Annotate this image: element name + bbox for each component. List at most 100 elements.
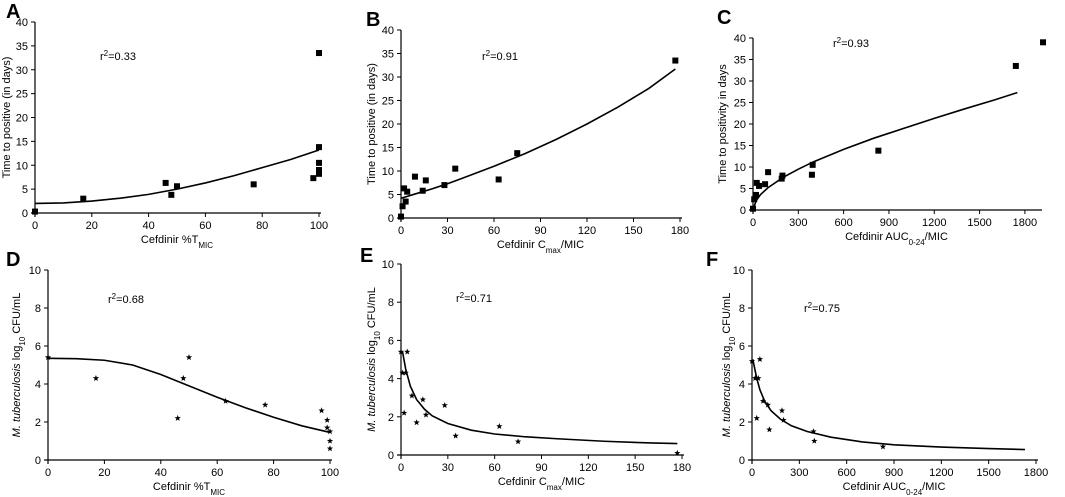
y-tick-label: 20 xyxy=(382,119,394,131)
data-point xyxy=(752,375,759,381)
y-tick-label: 20 xyxy=(16,113,28,125)
x-axis-label-sub: max xyxy=(546,246,561,255)
y-axis-label-tail: CFU/mL xyxy=(366,287,378,331)
y-tick-label: 10 xyxy=(16,160,28,172)
x-tick-label: 120 xyxy=(578,225,596,237)
r-squared-annotation: r2=0.71 xyxy=(456,291,492,306)
data-point xyxy=(174,183,180,190)
data-point xyxy=(748,357,756,364)
data-point xyxy=(809,161,816,168)
x-axis-label: Cefdinir %TMIC xyxy=(153,481,225,497)
y-tick-label: 5 xyxy=(22,184,28,196)
panel-b: B 0 5 10 15 20 25 30 35 40 0 30 60 90 120 150 180 Cefdini… xyxy=(366,9,689,255)
r-squared-sup: 2 xyxy=(104,49,109,58)
data-point xyxy=(422,177,429,184)
data-point xyxy=(250,181,257,188)
data-point xyxy=(404,188,411,195)
r-squared-annotation: r2=0.91 xyxy=(482,49,518,64)
data-point xyxy=(495,176,502,183)
x-tick-label: 600 xyxy=(837,467,855,479)
y-axis-label-sub: 10 xyxy=(18,336,27,345)
data-point xyxy=(780,416,787,423)
y-tick-label: 5 xyxy=(388,190,394,202)
y-tick-label: 40 xyxy=(734,33,746,45)
x-tick-label: 300 xyxy=(789,217,807,229)
data-point xyxy=(404,348,411,355)
data-point xyxy=(441,182,448,189)
x-axis-label-tail: /MIC xyxy=(925,231,948,243)
data-point xyxy=(1012,62,1019,69)
y-tick-label: 0 xyxy=(388,213,394,225)
x-tick-label: 60 xyxy=(199,220,211,232)
y-tick-label: 10 xyxy=(733,265,745,277)
data-point xyxy=(185,354,193,361)
data-point xyxy=(401,185,408,192)
data-point xyxy=(778,407,786,414)
x-axis-label-sub: MIC xyxy=(198,241,213,250)
panel-f: F 0 2 4 6 8 10 0 300 600 900 1200 1500 1800 Cefdinir A… xyxy=(706,249,1048,497)
r-squared-sup: 2 xyxy=(460,291,465,300)
data-point xyxy=(750,205,756,212)
x-tick-label: 60 xyxy=(488,225,500,237)
y-tick-label: 40 xyxy=(382,25,394,37)
y-axis-label: M. tuberculosis log10 CFU/mL xyxy=(721,293,737,438)
y-tick-label: 6 xyxy=(388,335,394,347)
y-axis-label-tail: CFU/mL xyxy=(721,293,733,337)
x-tick-label: 0 xyxy=(749,467,755,479)
y-axis-label-mid: log xyxy=(366,340,378,358)
x-axis-label-sub: max xyxy=(547,483,562,492)
x-axis-label-main: Cefdinir %T xyxy=(141,234,199,246)
y-tick-label: 5 xyxy=(740,184,746,196)
x-axis-label-sub: 0-24 xyxy=(909,238,926,247)
y-tick-label: 25 xyxy=(16,89,28,101)
x-tick-label: 1800 xyxy=(1013,217,1037,229)
x-tick-label: 30 xyxy=(442,462,454,474)
data-point xyxy=(399,369,406,376)
r-squared-base: r xyxy=(108,294,112,306)
x-tick-label: 0 xyxy=(32,220,38,232)
x-tick-label: 900 xyxy=(880,217,898,229)
data-point xyxy=(778,175,785,182)
x-tick-label: 90 xyxy=(534,225,546,237)
y-tick-label: 10 xyxy=(734,162,746,174)
y-axis-label-italic: M. tuberculosis xyxy=(366,357,378,431)
y-axis-label: M. tuberculosis log10 CFU/mL xyxy=(366,287,382,432)
x-tick-label: 20 xyxy=(86,220,98,232)
y-axis-label: Time to positive (in days) xyxy=(1,57,13,179)
data-point xyxy=(398,213,404,220)
x-tick-label: 60 xyxy=(489,462,501,474)
y-tick-label: 35 xyxy=(734,55,746,67)
y-axis-label: M. tuberculosis log10 CFU/mL xyxy=(11,293,27,438)
x-tick-label: 120 xyxy=(579,462,597,474)
panel-a: A 0 5 10 15 20 25 30 35 40 0 20 40 60 80 100 Cefdinir %T… xyxy=(1,1,328,250)
data-point xyxy=(316,167,322,174)
y-tick-label: 0 xyxy=(388,450,394,462)
y-tick-label: 10 xyxy=(29,265,41,277)
data-point xyxy=(514,438,522,445)
data-point xyxy=(422,411,430,418)
fit-curve xyxy=(401,351,678,445)
y-tick-label: 0 xyxy=(739,455,745,467)
y-tick-label: 20 xyxy=(734,119,746,131)
data-point xyxy=(397,348,405,355)
x-axis-label-main: Cefdinir C xyxy=(497,239,546,251)
y-axis-label-mid: log xyxy=(11,346,23,364)
x-axis-label-main: Cefdinir C xyxy=(498,476,547,488)
data-point xyxy=(318,407,325,414)
data-point xyxy=(310,175,317,182)
data-point xyxy=(753,191,760,198)
x-tick-label: 900 xyxy=(885,467,903,479)
data-point xyxy=(326,428,334,435)
x-tick-label: 80 xyxy=(256,220,268,232)
data-point xyxy=(316,170,322,177)
r-squared-base: r xyxy=(804,303,808,315)
y-axis-label-tail: CFU/mL xyxy=(11,293,23,337)
panel-letter: A xyxy=(6,1,20,23)
r-squared-annotation: r2=0.93 xyxy=(833,36,869,51)
x-tick-label: 40 xyxy=(142,220,154,232)
r-squared-sup: 2 xyxy=(486,49,491,58)
data-point xyxy=(779,172,786,179)
data-point xyxy=(402,198,409,205)
